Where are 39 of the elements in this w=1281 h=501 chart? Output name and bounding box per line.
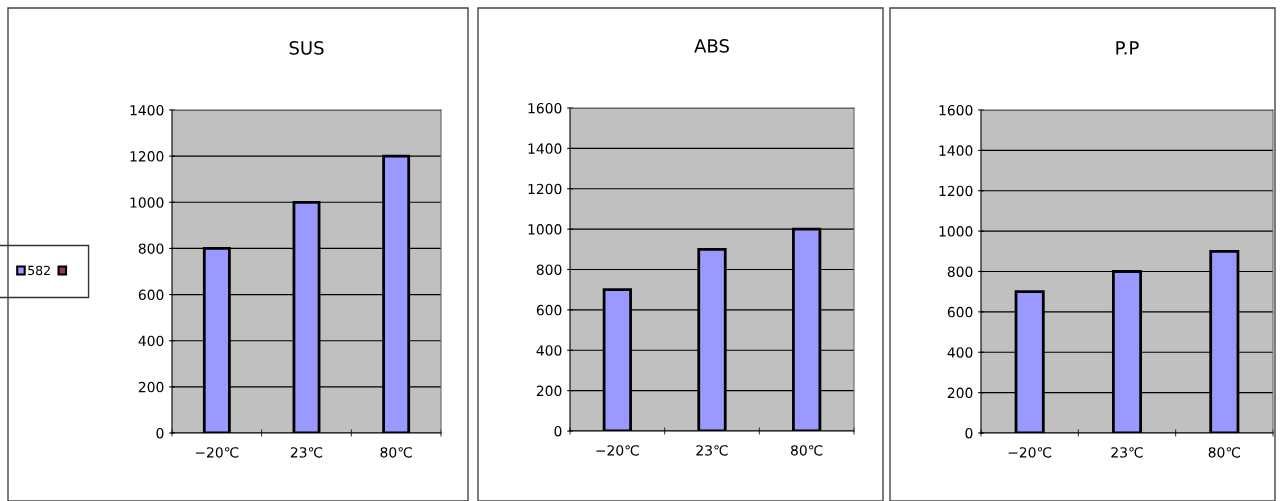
y-tick-label: 800 (947, 266, 973, 277)
y-tick-label: 400 (536, 345, 562, 356)
legend-label: 582 (28, 265, 50, 276)
x-tick-label: −20℃ (1008, 447, 1052, 458)
y-tick-label: 0 (965, 427, 973, 439)
y-tick-label: 0 (554, 425, 562, 437)
y-tick-label: 600 (536, 304, 562, 316)
y-tick-label: 400 (138, 335, 164, 347)
y-tick-label: 1400 (130, 104, 164, 116)
y-tick-label: 800 (536, 264, 562, 275)
y-tick-label: 1200 (939, 185, 973, 197)
y-tick-label: 200 (536, 385, 562, 397)
x-tick-label: −20℃ (596, 445, 639, 456)
chart-title: SUS (289, 41, 324, 55)
y-tick-label: 200 (138, 381, 164, 393)
y-tick-label: 0 (156, 427, 164, 439)
y-tick-label: 600 (947, 306, 973, 318)
x-tick-label: 80℃ (380, 447, 412, 458)
y-tick-label: 1400 (939, 145, 973, 156)
x-tick-label: 23℃ (1111, 447, 1143, 458)
x-tick-label: 23℃ (290, 447, 323, 458)
x-tick-label: 80℃ (1208, 447, 1240, 458)
y-tick-label: 1000 (130, 197, 164, 208)
y-tick-label: 1600 (528, 102, 562, 114)
y-tick-label: 1400 (528, 143, 562, 154)
chart-title: ABS (694, 39, 729, 53)
x-tick-label: −20℃ (195, 447, 239, 458)
y-tick-label: 1200 (528, 183, 562, 195)
y-tick-label: 600 (138, 289, 164, 301)
y-tick-label: 400 (947, 347, 973, 358)
y-tick-label: 800 (138, 243, 164, 254)
y-tick-label: 1600 (939, 104, 973, 116)
y-tick-label: 1200 (130, 151, 164, 162)
chart-title: P.P (1116, 41, 1139, 55)
y-tick-label: 1000 (528, 224, 562, 235)
y-tick-label: 200 (947, 387, 973, 399)
y-tick-label: 1000 (939, 226, 973, 237)
x-tick-label: 23℃ (696, 445, 728, 456)
x-tick-label: 80℃ (790, 445, 823, 456)
